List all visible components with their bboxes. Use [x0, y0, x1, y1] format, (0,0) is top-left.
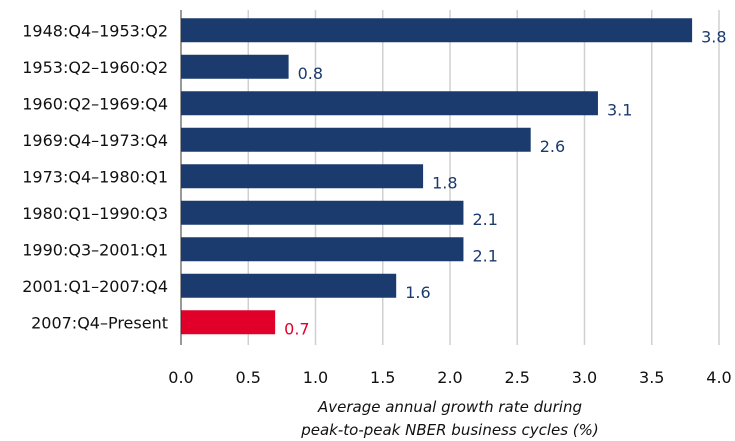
x-tick-label: 2.5 [505, 368, 530, 387]
category-label: 1953:Q2–1960:Q2 [22, 58, 168, 77]
x-tick-label: 0.0 [168, 368, 193, 387]
x-tick-label: 0.5 [236, 368, 261, 387]
bar [181, 310, 276, 335]
value-label: 0.7 [284, 319, 309, 338]
category-label: 1973:Q4–1980:Q1 [22, 167, 168, 186]
bar [181, 18, 693, 43]
value-label: 1.6 [405, 283, 430, 302]
bar [181, 91, 598, 116]
bar [181, 54, 289, 79]
bar [181, 164, 424, 189]
x-tick-label: 4.0 [706, 368, 731, 387]
x-tick-label: 1.5 [370, 368, 395, 387]
category-label: 2007:Q4–Present [31, 313, 168, 332]
x-tick-label: 3.5 [639, 368, 664, 387]
x-tick-labels: 0.0 0.5 1.0 1.5 2.0 2.5 3.0 3.5 4.0 [168, 368, 731, 387]
x-tick-label: 1.0 [303, 368, 328, 387]
value-labels: 3.8 0.8 3.1 2.6 1.8 2.1 2.1 1.6 0.7 [284, 27, 726, 338]
category-label: 1980:Q1–1990:Q3 [22, 204, 168, 223]
x-tick-label: 2.0 [437, 368, 462, 387]
x-tick-label: 3.0 [572, 368, 597, 387]
value-label: 3.8 [701, 27, 726, 46]
value-label: 2.1 [472, 246, 497, 265]
value-label: 3.1 [607, 100, 632, 119]
category-label: 1990:Q3–2001:Q1 [22, 240, 168, 259]
value-label: 1.8 [432, 173, 457, 192]
bar [181, 237, 464, 262]
category-label: 1948:Q4–1953:Q2 [22, 21, 168, 40]
x-axis-label-line-1: Average annual growth rate during [317, 398, 582, 416]
bars [181, 18, 693, 335]
bar [181, 127, 531, 152]
category-labels: 1948:Q4–1953:Q2 1953:Q2–1960:Q2 1960:Q2–19… [22, 21, 168, 332]
category-label: 2001:Q1–2007:Q4 [22, 277, 168, 296]
category-label: 1960:Q2–1969:Q4 [22, 94, 168, 113]
value-label: 2.1 [472, 210, 497, 229]
value-label: 2.6 [540, 137, 565, 156]
category-label: 1969:Q4–1973:Q4 [22, 131, 168, 150]
bar [181, 200, 464, 225]
x-axis-label-line-2: peak-to-peak NBER business cycles (%) [300, 421, 599, 439]
value-label: 0.8 [298, 64, 323, 83]
bar [181, 273, 397, 298]
